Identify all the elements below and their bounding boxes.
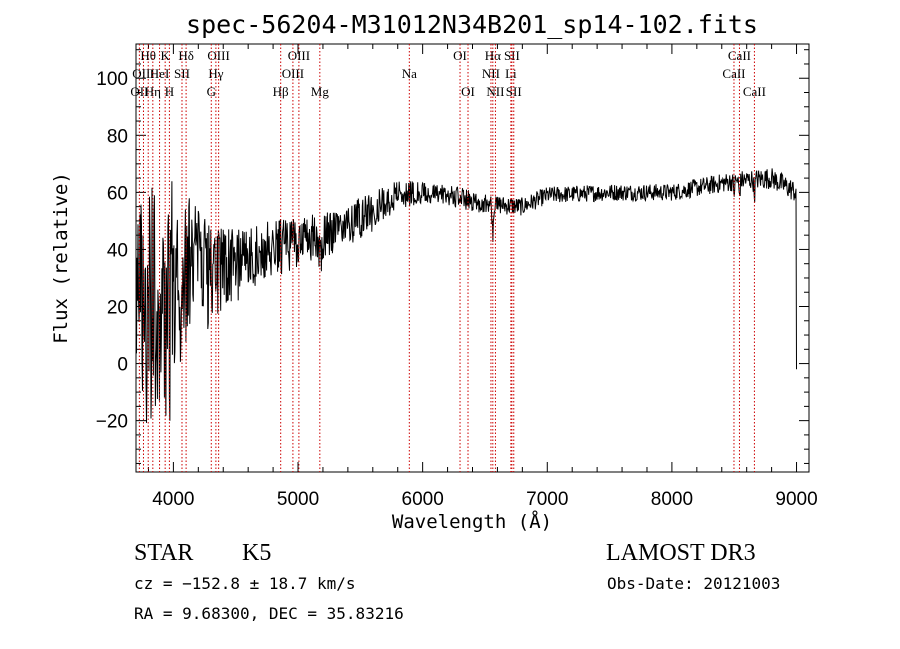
obs-date: Obs-Date: 20121003: [607, 574, 781, 593]
line-marker-label: OI: [461, 84, 475, 99]
y-tick-label--20: −20: [96, 412, 128, 433]
line-marker-label: NII: [486, 84, 504, 99]
line-marker-label: CaII: [722, 66, 745, 81]
ra-dec-line: RA = 9.68300, DEC = 35.83216: [134, 604, 404, 623]
object-class: STAR: [134, 540, 194, 566]
line-marker-label: SII: [506, 84, 522, 99]
x-tick-label-8000: 8000: [651, 489, 693, 510]
chart-title: spec-56204-M31012N34B201_sp14-102.fits: [186, 10, 758, 39]
x-tick-label-9000: 9000: [775, 489, 817, 510]
spectrum-series-line: [135, 168, 797, 423]
y-tick-label-20: 20: [107, 298, 128, 319]
axes: 4000 5000 6000 7000 8000 9000 −20 0 20 40 60 80 100: [96, 44, 818, 510]
line-marker-label: Hα: [485, 48, 501, 63]
y-tick-label-80: 80: [107, 126, 128, 147]
line-marker-label: OIII: [288, 48, 310, 63]
line-marker-label: SII: [504, 48, 520, 63]
line-marker-label: SII: [174, 66, 190, 81]
line-marker-label: Hδ: [178, 48, 194, 63]
line-marker-label: HeI: [150, 66, 170, 81]
redshift-line: cz = −152.8 ± 18.7 km/s: [134, 574, 356, 593]
line-marker-label: Hη: [145, 84, 161, 99]
y-tick-label-0: 0: [117, 355, 128, 376]
y-tick-label-100: 100: [96, 69, 128, 90]
x-tick-label-4000: 4000: [152, 489, 194, 510]
line-marker-label: G: [207, 84, 216, 99]
y-tick-label-60: 60: [107, 183, 128, 204]
line-marker-label: H: [165, 84, 174, 99]
line-marker-label: OIII: [207, 48, 229, 63]
line-marker-label: Hβ: [273, 84, 289, 99]
x-tick-label-7000: 7000: [526, 489, 568, 510]
y-axis-label: Flux (relative): [50, 172, 72, 344]
line-marker-label: CaII: [728, 48, 751, 63]
survey-name: LAMOST DR3: [606, 540, 756, 566]
y-tick-label-40: 40: [107, 240, 128, 261]
object-subclass: K5: [242, 540, 272, 566]
x-tick-label-6000: 6000: [402, 489, 444, 510]
line-marker-label: Li: [505, 66, 517, 81]
x-tick-label-5000: 5000: [277, 489, 319, 510]
line-marker-label: K: [160, 48, 170, 63]
line-marker-label: OIII: [282, 66, 304, 81]
line-marker-label: Hγ: [208, 66, 223, 81]
plot-area: [135, 168, 797, 423]
line-marker-label: OII: [130, 84, 148, 99]
line-marker-label: CaII: [743, 84, 766, 99]
line-marker-label: OIII: [132, 66, 154, 81]
x-axis-label: Wavelength (Å): [392, 510, 552, 533]
line-marker-label: Hθ: [140, 48, 156, 63]
line-marker-label: OI: [453, 48, 467, 63]
line-marker-label: Mg: [311, 84, 330, 99]
line-marker-label: NII: [482, 66, 500, 81]
line-marker-label: Na: [402, 66, 417, 81]
